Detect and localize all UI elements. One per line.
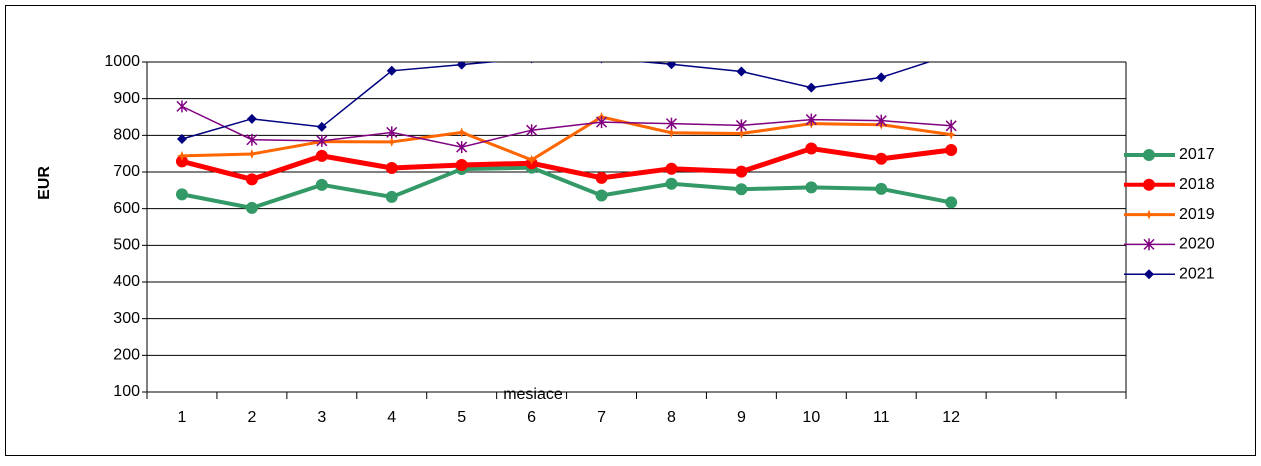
marker xyxy=(385,161,398,174)
marker xyxy=(805,113,817,126)
y-tick-label: 400 xyxy=(113,273,140,290)
marker xyxy=(666,62,677,70)
legend-label: 2019 xyxy=(1179,206,1215,223)
y-tick-label: 800 xyxy=(113,127,140,144)
x-tick-label: 6 xyxy=(527,409,536,426)
marker xyxy=(246,113,257,124)
marker xyxy=(316,121,327,132)
marker xyxy=(666,127,677,138)
marker xyxy=(875,114,887,127)
marker xyxy=(315,178,328,191)
marker xyxy=(526,154,537,165)
series-line xyxy=(181,165,952,210)
y-tick-label: 1000 xyxy=(104,53,140,70)
marker xyxy=(175,188,188,201)
marker xyxy=(735,165,748,178)
x-tick-label: 5 xyxy=(457,409,466,426)
y-tick-label: 100 xyxy=(113,383,140,400)
marker xyxy=(595,171,608,184)
marker xyxy=(176,134,187,144)
chart-border xyxy=(5,5,1256,456)
x-tick-label: 4 xyxy=(387,409,396,426)
legend-label: 2020 xyxy=(1179,236,1215,253)
plot-series xyxy=(175,62,958,214)
marker xyxy=(805,142,818,155)
marker xyxy=(945,196,958,209)
marker xyxy=(1144,269,1154,280)
x-tick-label: 8 xyxy=(667,409,676,426)
x-tick-label: 3 xyxy=(317,409,326,426)
x-tick-label: 2 xyxy=(247,409,256,426)
marker xyxy=(665,117,677,130)
marker xyxy=(245,173,258,186)
marker xyxy=(245,201,258,214)
series-line xyxy=(181,62,932,140)
marker xyxy=(456,127,467,138)
x-tick-label: 9 xyxy=(737,409,746,426)
marker xyxy=(600,62,603,64)
legend-label: 2017 xyxy=(1179,146,1215,163)
x-tick-label: 1 xyxy=(178,409,187,426)
marker xyxy=(805,181,818,194)
x-axis-title: mesiace xyxy=(503,386,563,403)
legend-label: 2018 xyxy=(1179,176,1215,193)
marker xyxy=(176,100,188,113)
marker xyxy=(1144,209,1154,220)
x-tick-label: 12 xyxy=(942,409,960,426)
marker xyxy=(875,152,888,165)
y-tick-label: 900 xyxy=(113,90,140,107)
marker xyxy=(526,124,538,137)
marker xyxy=(176,150,187,161)
y-tick-label: 700 xyxy=(113,163,140,180)
y-axis-title: EUR xyxy=(36,166,53,200)
marker xyxy=(456,141,468,154)
marker xyxy=(596,116,608,129)
marker xyxy=(595,189,608,202)
series-line xyxy=(181,145,952,182)
y-tick-label: 300 xyxy=(113,310,140,327)
marker xyxy=(175,155,188,168)
marker xyxy=(665,177,678,190)
x-tick-label: 7 xyxy=(597,409,606,426)
marker xyxy=(385,190,398,203)
marker xyxy=(316,134,328,147)
marker xyxy=(875,182,888,195)
marker xyxy=(945,119,957,132)
marker xyxy=(946,129,957,140)
marker xyxy=(246,149,257,160)
marker xyxy=(1143,149,1155,161)
marker xyxy=(386,126,398,139)
marker xyxy=(1143,238,1155,251)
x-tick-label: 10 xyxy=(802,409,820,426)
marker xyxy=(455,159,468,172)
marker xyxy=(530,62,533,64)
series-line xyxy=(181,115,952,162)
x-tick-label: 11 xyxy=(873,409,890,426)
marker xyxy=(945,144,958,156)
marker xyxy=(735,119,747,132)
marker xyxy=(735,183,748,196)
marker xyxy=(1143,178,1155,191)
marker xyxy=(246,133,258,146)
marker xyxy=(456,62,467,70)
series-line xyxy=(181,105,952,148)
marker xyxy=(736,66,747,77)
marker xyxy=(386,136,397,147)
y-tick-label: 500 xyxy=(113,237,140,254)
marker xyxy=(386,65,397,76)
y-tick-label: 200 xyxy=(113,347,140,364)
y-tick-label: 600 xyxy=(113,200,140,217)
marker xyxy=(315,149,328,162)
marker xyxy=(736,128,747,139)
marker xyxy=(665,162,678,175)
legend-label: 2021 xyxy=(1179,265,1215,282)
marker xyxy=(876,72,887,83)
marker xyxy=(806,82,817,93)
